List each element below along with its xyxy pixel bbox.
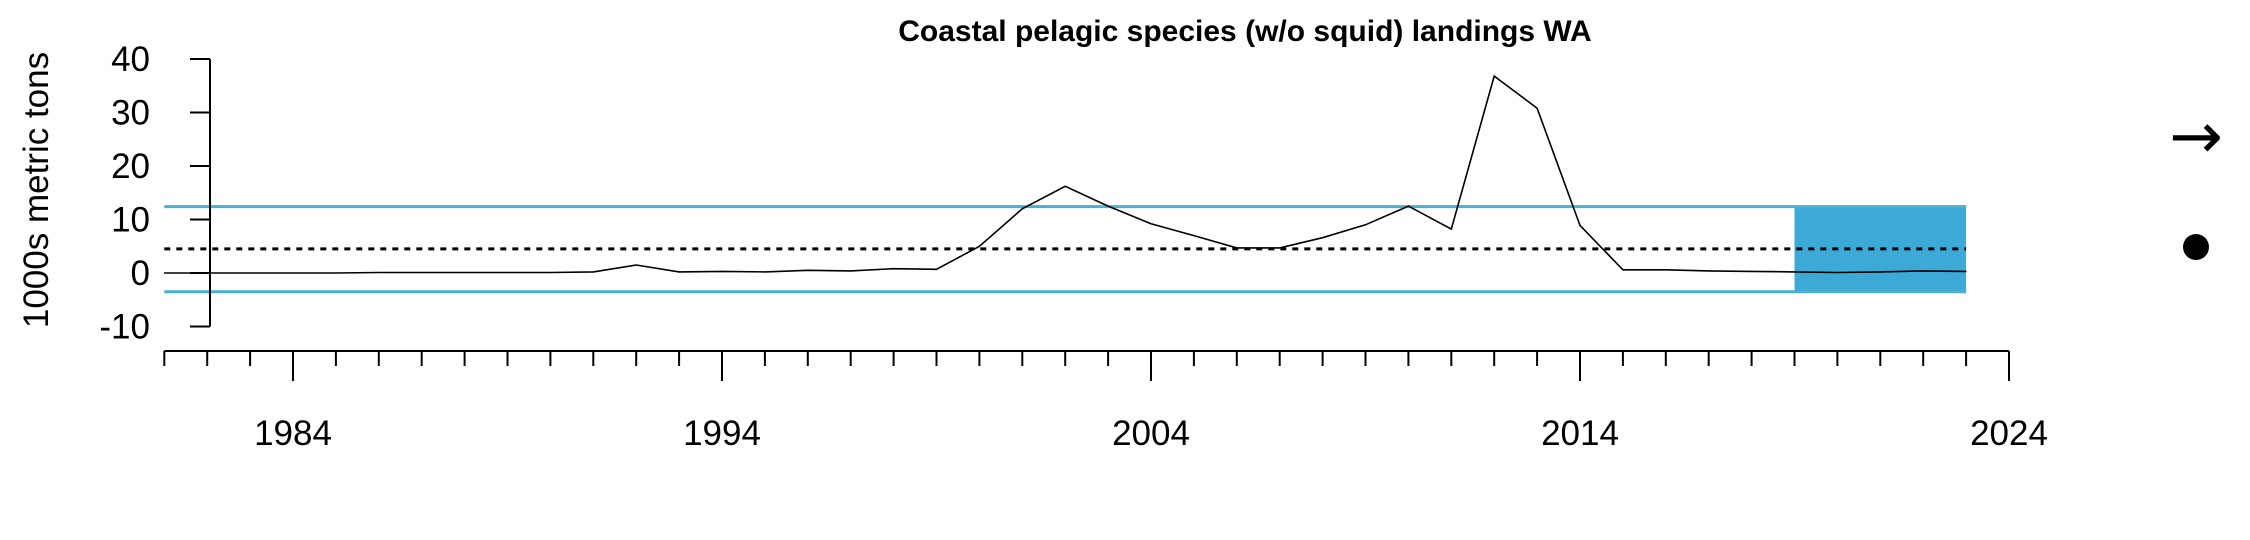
data-point [335,272,337,274]
data-point [678,271,680,273]
data-point [807,269,809,271]
data-point [549,271,551,273]
data-point [1064,185,1066,187]
y-axis: -10 0 10 20 30 40 [99,40,211,347]
data-point [1236,247,1238,249]
data-point [1536,107,1538,109]
data-point [1751,270,1753,272]
series-line [164,74,1967,274]
data-point [635,264,637,266]
data-point [592,271,594,273]
data-point [1193,235,1195,237]
data-point [464,271,466,273]
data-point [1922,270,1924,272]
data-point [1579,224,1581,226]
data-point [249,272,251,274]
data-point [1493,75,1495,77]
data-point [1836,271,1838,273]
data-point [850,270,852,272]
trend-arrow-symbol: → [2169,100,2223,174]
sd-lines [164,205,1967,294]
data-point [764,271,766,273]
x-axis: 1984 1994 2004 2014 2024 [163,350,2048,453]
y-tick-label: 20 [111,147,150,186]
x-tick-label: 1984 [254,414,332,453]
mean-symbol-group [2183,234,2209,260]
y-axis-label: 1000s metric tons [17,52,56,328]
data-point [292,272,294,274]
data-point [1279,247,1281,249]
x-tick-label: 1994 [683,414,761,453]
data-point [721,270,723,272]
data-point [1665,269,1667,271]
data-point [1450,228,1452,230]
data-point [1794,271,1795,273]
data-point [1407,205,1409,207]
data-point [1107,205,1109,207]
data-point [893,268,895,270]
data-point [163,272,165,274]
data-point [1879,271,1881,273]
chart-title: Coastal pelagic species (w/o squid) land… [898,15,1591,48]
data-point [1021,208,1023,210]
data-point [1322,237,1324,239]
y-tick-label: -10 [99,308,150,347]
series-group [163,74,1967,274]
y-tick-label: 0 [131,254,150,293]
data-point [507,271,508,273]
mean-symbol-dot [2183,234,2209,260]
x-tick-label: 2004 [1112,414,1190,453]
y-tick-label: 10 [111,201,150,240]
data-point [421,271,423,273]
data-point [378,271,380,273]
data-point [1150,223,1152,225]
x-tick-label: 2024 [1970,414,2048,453]
x-tick-label: 2014 [1541,414,1619,453]
data-point [936,268,937,270]
data-point [1708,270,1710,272]
y-tick-label: 30 [111,94,150,133]
y-tick-label: 40 [111,40,150,79]
data-point [978,245,980,247]
data-point [1365,224,1366,226]
data-point [1965,270,1967,272]
data-point [1622,269,1624,271]
